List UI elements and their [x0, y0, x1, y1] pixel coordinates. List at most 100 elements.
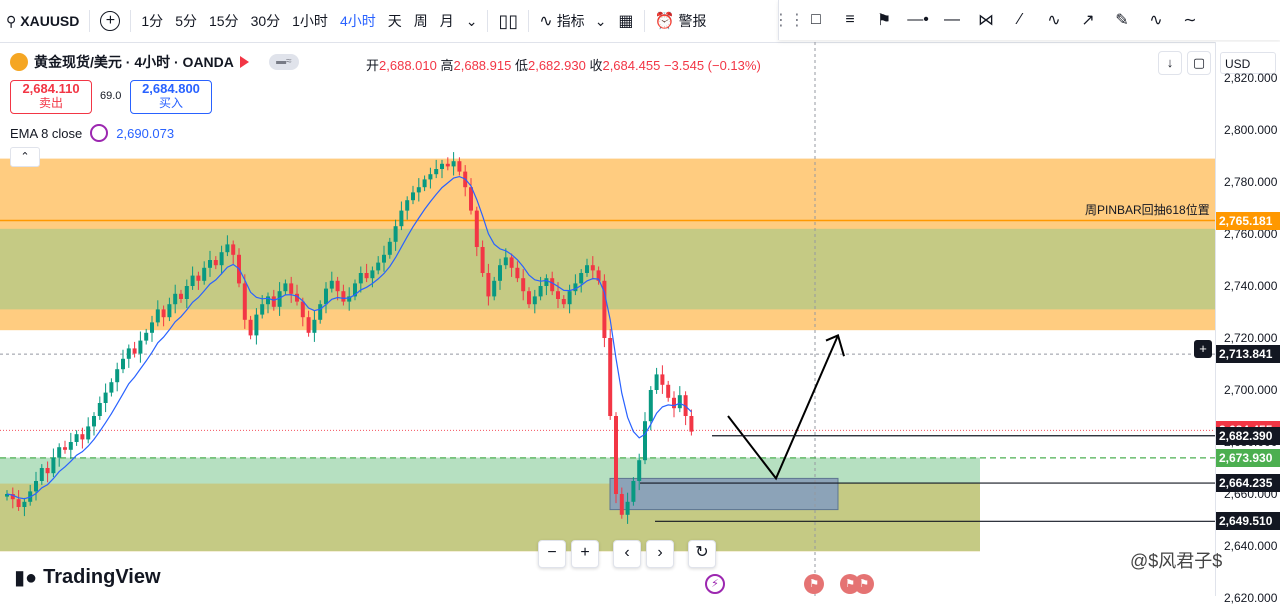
candle-body: [57, 447, 62, 458]
candle-body: [324, 288, 328, 305]
candle-body: [689, 416, 694, 432]
search-icon: ⚲: [6, 12, 17, 29]
abc-pattern-icon[interactable]: ∿: [1149, 12, 1163, 29]
interval-1h[interactable]: 1小时: [292, 13, 328, 29]
symbol-search[interactable]: ⚲ XAUUSD: [0, 0, 85, 42]
rectangle-tool-icon[interactable]: □: [811, 11, 821, 28]
price-chart[interactable]: [0, 42, 1215, 596]
scroll-left-button[interactable]: ‹: [613, 540, 641, 568]
candle-body: [480, 247, 485, 273]
interval-week[interactable]: 周: [413, 13, 428, 29]
layout-button[interactable]: ▦: [612, 0, 639, 42]
download-button[interactable]: ↓: [1158, 51, 1182, 75]
candle-body: [648, 390, 653, 422]
buy-button[interactable]: 2,684.800 买入: [130, 80, 212, 114]
candle-body: [666, 384, 671, 398]
candle-body: [347, 296, 352, 302]
interval-1m[interactable]: 1分: [141, 13, 164, 29]
pattern-tool-icon[interactable]: ⋈: [978, 12, 994, 29]
interval-15m[interactable]: 15分: [208, 13, 239, 29]
interval-5m[interactable]: 5分: [175, 13, 197, 29]
zoom-in-button[interactable]: +: [571, 540, 599, 568]
interval-4h[interactable]: 4小时: [339, 13, 376, 29]
ema-legend[interactable]: EMA 8 close 2,690.073: [10, 124, 174, 142]
lightning-event-icon[interactable]: ⚡: [705, 574, 725, 594]
change-value: −3.545 (−0.13%): [663, 58, 761, 73]
logo-text: TradingView: [43, 566, 161, 588]
candle-body: [115, 369, 120, 383]
visibility-toggle[interactable]: ▬≈: [268, 54, 299, 70]
plus-icon: +: [1199, 341, 1207, 356]
elliott-wave-icon[interactable]: ∿: [1047, 12, 1061, 29]
interval-dropdown[interactable]: ⌄: [460, 0, 484, 42]
market-status-icon: [239, 56, 249, 68]
annotation-label: 周PINBAR回抽618位置: [1085, 203, 1210, 217]
fib-retracement-icon[interactable]: ≡: [845, 11, 855, 28]
add-alert-button[interactable]: +: [1194, 340, 1212, 358]
candle-body: [660, 374, 665, 385]
zoom-out-button[interactable]: −: [538, 540, 566, 568]
candle-body: [126, 348, 131, 359]
us-flag-event-icon[interactable]: ⚑: [854, 574, 874, 594]
symbol-label: XAUUSD: [20, 13, 80, 29]
indicators-button[interactable]: ∿ 指标 ⌄: [533, 0, 612, 42]
candle-body: [503, 257, 508, 266]
plus-circle-icon: +: [100, 11, 121, 31]
interval-30m[interactable]: 30分: [250, 13, 281, 29]
interval-day[interactable]: 天: [387, 13, 402, 29]
fullscreen-button[interactable]: ▢: [1187, 51, 1211, 75]
candle-body: [150, 322, 154, 333]
us-flag-event-icon[interactable]: ⚑: [804, 574, 824, 594]
alert-label: 警报: [678, 13, 707, 29]
candle-body: [329, 280, 334, 289]
collapse-legend-button[interactable]: ⌃: [10, 147, 40, 167]
projection-arrowhead: [825, 334, 845, 357]
horizontal-ray-icon[interactable]: —•: [907, 11, 929, 28]
projection-path: [727, 335, 839, 481]
trend-line-icon[interactable]: ∕: [1018, 11, 1022, 28]
candle-body: [318, 304, 323, 320]
price-tick: 2,820.000: [1224, 71, 1278, 85]
candle-body: [602, 280, 607, 338]
ema-value: 2,690.073: [116, 125, 175, 141]
brush-tool-icon[interactable]: ✎: [1115, 12, 1129, 29]
candle-body: [596, 270, 601, 281]
horizontal-line-icon[interactable]: —: [944, 11, 960, 28]
candle-body: [80, 434, 85, 440]
compare-button[interactable]: +: [94, 0, 126, 42]
candle-body: [289, 283, 294, 294]
candle-body: [405, 200, 410, 211]
price-label: 2,673.930: [1216, 448, 1280, 467]
xabcd-pattern-icon[interactable]: ∼: [1183, 12, 1197, 29]
ohlc-readout: 开2,688.010 高2,688.915 低2,682.930 收2,684.…: [366, 55, 761, 74]
candle-body: [509, 257, 514, 268]
candle-body: [521, 278, 526, 292]
price-axis[interactable]: USD 2,820.000 2,800.000 2,780.000 2,760.000…: [1215, 42, 1280, 605]
ema-label: EMA 8 close: [10, 125, 83, 141]
price-label: 2,649.510: [1216, 512, 1280, 531]
drag-handle-icon[interactable]: ⋮⋮: [773, 12, 805, 29]
tradingview-logo[interactable]: ▮● TradingView: [14, 565, 161, 590]
candle-body: [399, 210, 404, 227]
price-tick: 2,720.000: [1224, 331, 1278, 345]
candle-body: [254, 314, 259, 336]
flag-tool-icon[interactable]: ⚑: [876, 12, 892, 29]
currency-select[interactable]: USD: [1220, 52, 1276, 74]
grid-icon: ▦: [618, 13, 634, 30]
candle-body: [457, 161, 462, 172]
currency-label: USD: [1225, 57, 1251, 71]
high-value: 2,688.915: [453, 58, 512, 73]
reset-chart-button[interactable]: ↻: [688, 540, 716, 568]
path-tool-icon[interactable]: ↗: [1081, 12, 1095, 29]
candle-body: [654, 374, 659, 390]
price-tick: 2,640.000: [1224, 539, 1278, 553]
candle-body: [74, 434, 79, 442]
interval-month[interactable]: 月: [439, 13, 454, 29]
scroll-right-button[interactable]: ›: [646, 540, 674, 568]
chart-type-button[interactable]: ▯▯: [492, 0, 524, 42]
alert-button[interactable]: ⏰ 警报: [649, 0, 713, 42]
candle-body: [445, 163, 450, 167]
price-tick: 2,700.000: [1224, 383, 1278, 397]
chevron-down-icon: ⌄: [465, 12, 478, 29]
sell-button[interactable]: 2,684.110 卖出: [10, 80, 92, 114]
